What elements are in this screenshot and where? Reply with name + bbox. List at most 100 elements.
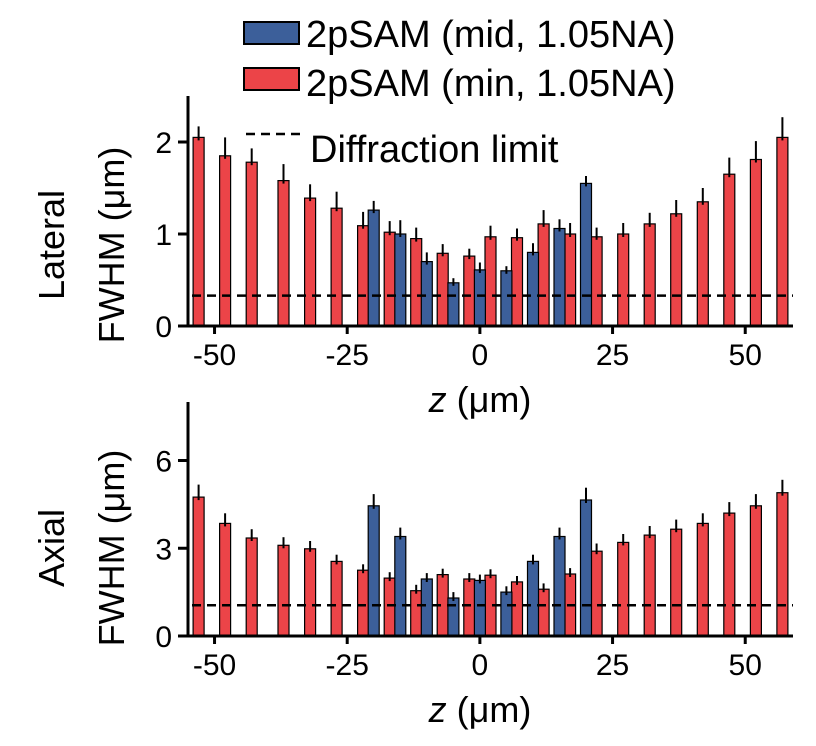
axial-bar-mid-6 xyxy=(526,560,540,637)
lateral-bar-mid-1 xyxy=(394,233,407,327)
lateral-x-ticks: -50 -25 0 25 50 xyxy=(193,326,762,372)
legend-label-min: 2pSAM (min, 1.05NA) xyxy=(306,63,676,105)
axial-xlabel-unit: (μm) xyxy=(447,689,532,730)
lateral-bar-min-1 xyxy=(219,155,232,327)
lateral-bar-mid-6 xyxy=(526,251,540,327)
lateral-xlabel-unit: (μm) xyxy=(447,379,532,420)
axial-bar-min-21 xyxy=(749,505,763,637)
lateral-bar-min-2 xyxy=(245,161,258,327)
axial-ylabel-line2: FWHM (μm) xyxy=(91,450,132,647)
axial-bar-min-17 xyxy=(643,534,656,637)
lateral-bar-min-11 xyxy=(484,236,497,327)
lateral-bar-mid-7 xyxy=(553,227,566,327)
lateral-bar-mid-4 xyxy=(473,269,486,327)
lateral-bar-mid-5 xyxy=(500,270,513,327)
lateral-bar-min-4 xyxy=(304,197,317,327)
axial-bar-mid-7 xyxy=(553,535,566,637)
axial-xtick-label: 0 xyxy=(472,649,489,682)
lateral-ylabel-line1: Lateral xyxy=(31,190,72,300)
axial-bar-min-13 xyxy=(537,588,550,637)
legend: 2pSAM (mid, 1.05NA) 2pSAM (min, 1.05NA) … xyxy=(243,14,676,171)
lateral-xtick-label: -50 xyxy=(193,339,236,372)
axial-bar-mid-3 xyxy=(447,597,460,637)
lateral-xtick-label: -25 xyxy=(326,339,369,372)
lateral-bar-mid-2 xyxy=(420,261,433,327)
lateral-bar-min-0 xyxy=(192,136,205,327)
lateral-bar-min-9 xyxy=(436,252,449,327)
axial-xtick-label: 50 xyxy=(729,649,762,682)
lateral-bar-min-20 xyxy=(723,173,736,327)
lateral-xtick-label: 50 xyxy=(729,339,762,372)
lateral-bar-mid-0 xyxy=(367,209,380,327)
lateral-xtick-label: 25 xyxy=(596,339,629,372)
lateral-bar-min-10 xyxy=(463,255,476,327)
lateral-fwhm-panel: 0 1 2 -50 -25 0 25 50 Lateral FWHM (μm) z (μm) xyxy=(31,96,793,420)
lateral-error-bars xyxy=(197,117,784,286)
axial-bar-min-4 xyxy=(304,548,317,637)
legend-label-mid: 2pSAM (mid, 1.05NA) xyxy=(306,14,676,56)
axial-bar-min-22 xyxy=(776,492,789,637)
axial-bar-min-18 xyxy=(670,528,683,637)
axial-bar-min-7 xyxy=(383,577,396,637)
lateral-bar-min-12 xyxy=(510,237,524,327)
lateral-bar-min-14 xyxy=(563,233,577,327)
axial-bar-min-20 xyxy=(723,512,736,637)
legend-swatch-min xyxy=(243,67,300,91)
lateral-bar-min-17 xyxy=(643,223,656,327)
lateral-bar-min-7 xyxy=(383,231,396,327)
lateral-bar-min-6 xyxy=(357,225,370,327)
lateral-ytick-label: 2 xyxy=(155,127,172,160)
lateral-y-ticks: 0 1 2 xyxy=(155,127,188,344)
axial-bar-min-5 xyxy=(330,560,343,637)
axial-x-ticks: -50 -25 0 25 50 xyxy=(193,636,762,682)
axial-bar-mid-0 xyxy=(367,505,380,637)
lateral-xtick-label: 0 xyxy=(472,339,489,372)
lateral-bar-min-15 xyxy=(590,236,603,327)
axial-xtick-label: 25 xyxy=(596,649,629,682)
lateral-bar-min-8 xyxy=(410,238,423,327)
axial-bar-mid-4 xyxy=(473,579,486,637)
lateral-bar-min-5 xyxy=(330,207,343,327)
lateral-bar-mid-8 xyxy=(579,182,593,327)
axial-bar-min-2 xyxy=(245,537,258,637)
axial-error-bars xyxy=(197,479,784,601)
axial-ylabel-line1: Axial xyxy=(31,509,72,587)
axial-bar-min-15 xyxy=(590,550,603,637)
axial-bar-min-0 xyxy=(192,496,205,637)
axial-ytick-label: 6 xyxy=(155,446,172,479)
axial-bar-mid-2 xyxy=(420,578,433,637)
axial-ytick-label: 0 xyxy=(155,621,172,654)
lateral-bar-min-22 xyxy=(776,136,789,327)
axial-bar-mid-8 xyxy=(579,499,593,637)
lateral-bar-min-18 xyxy=(670,213,683,327)
lateral-ylabel-line2: FWHM (μm) xyxy=(91,147,132,344)
axial-bar-mid-1 xyxy=(394,535,407,637)
axial-bar-min-3 xyxy=(277,544,290,637)
lateral-xlabel: z (μm) xyxy=(428,379,532,420)
axial-y-ticks: 0 3 6 xyxy=(155,446,188,654)
lateral-bar-min-16 xyxy=(617,233,630,327)
lateral-bar-min-3 xyxy=(277,180,290,327)
axial-bar-min-6 xyxy=(357,569,370,637)
axial-fwhm-panel: 0 3 6 -50 -25 0 25 50 Axial FWHM (μm) z (μm) xyxy=(31,402,793,730)
legend-swatch-mid xyxy=(243,21,300,45)
lateral-ytick-label: 1 xyxy=(155,219,172,252)
axial-bars xyxy=(192,492,789,637)
lateral-bar-min-21 xyxy=(749,158,763,327)
axial-bar-min-19 xyxy=(696,522,709,637)
lateral-xlabel-var: z xyxy=(428,379,447,420)
axial-xlabel-var: z xyxy=(428,689,447,730)
axial-xlabel: z (μm) xyxy=(428,689,532,730)
axial-bar-min-16 xyxy=(617,541,630,637)
axial-bar-min-12 xyxy=(510,581,524,637)
lateral-bar-min-19 xyxy=(696,201,709,327)
axial-bar-min-10 xyxy=(463,578,476,637)
axial-bar-min-8 xyxy=(410,590,423,637)
axial-bar-mid-5 xyxy=(500,591,513,637)
axial-xtick-label: -25 xyxy=(326,649,369,682)
axial-ytick-label: 3 xyxy=(155,533,172,566)
lateral-bar-min-13 xyxy=(537,223,550,327)
lateral-bar-mid-3 xyxy=(447,282,460,327)
axial-xtick-label: -50 xyxy=(193,649,236,682)
